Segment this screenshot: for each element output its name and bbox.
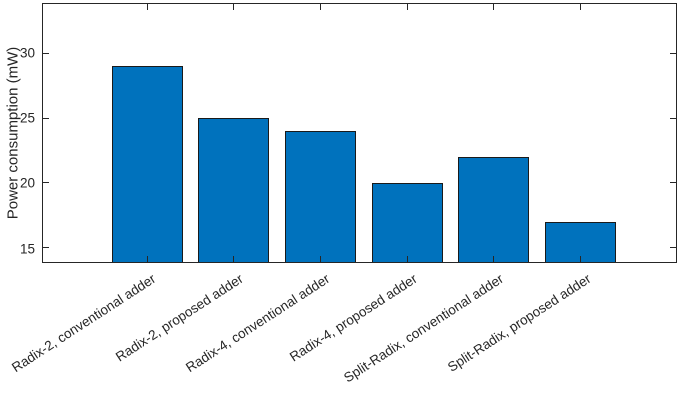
x-tick-top [493, 4, 495, 10]
bar-radix-4-proposed-adder [371, 182, 443, 262]
y-tick-left [43, 182, 49, 184]
x-tick-label: Split-Radix, conventional adder [341, 271, 507, 386]
y-tick-left [43, 52, 49, 54]
bar-split-radix-conventional-adder [458, 157, 530, 262]
y-tick-right [670, 247, 676, 249]
plot-area [42, 3, 677, 263]
x-tick-top [580, 4, 582, 10]
x-tick-bottom [233, 256, 235, 262]
x-tick-bottom [319, 256, 321, 262]
y-tick-left [43, 117, 49, 119]
x-tick-bottom [580, 256, 582, 262]
y-tick-label: 20 [19, 175, 35, 191]
y-tick-label: 30 [19, 45, 35, 61]
x-tick-label: Radix-4, conventional adder [183, 271, 333, 376]
y-tick-right [670, 52, 676, 54]
x-tick-bottom [406, 256, 408, 262]
x-tick-top [319, 4, 321, 10]
x-tick-bottom [146, 256, 148, 262]
x-tick-top [233, 4, 235, 10]
y-tick-left [43, 247, 49, 249]
bar-radix-4-conventional-adder [284, 131, 357, 262]
x-tick-top [146, 4, 148, 10]
x-tick-label: Split-Radix, proposed adder [444, 271, 594, 375]
x-tick-top [406, 4, 408, 10]
y-tick-right [670, 182, 676, 184]
x-tick-label: Radix-2, conventional adder [9, 271, 159, 376]
bar-split-radix-proposed-adder [545, 221, 617, 262]
bar-radix-2-proposed-adder [198, 118, 270, 262]
y-axis-title: Power consumption (mW) [4, 46, 22, 220]
x-tick-bottom [493, 256, 495, 262]
y-tick-right [670, 117, 676, 119]
bar-radix-2-conventional-adder [111, 66, 183, 262]
y-tick-label: 15 [19, 241, 35, 257]
y-tick-label: 25 [19, 110, 35, 126]
